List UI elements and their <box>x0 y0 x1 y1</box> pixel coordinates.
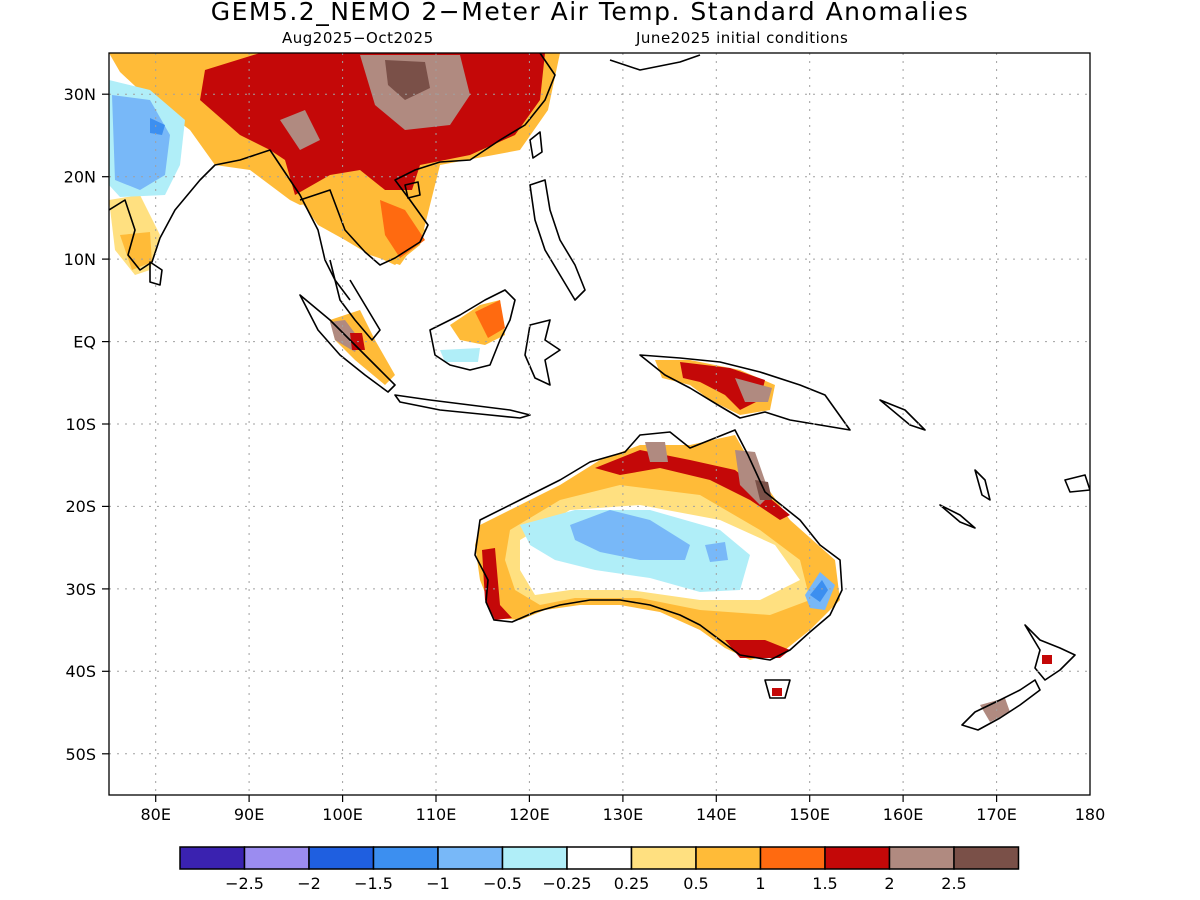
coast-nz-north <box>1024 624 1076 681</box>
colorbar-bin-10 <box>759 846 826 870</box>
lon-label-110E: 110E <box>416 805 457 824</box>
colorbar-label-12: 2.5 <box>941 874 966 893</box>
anomaly-tasmania-red <box>772 688 782 696</box>
coast-sulawesi <box>524 319 561 386</box>
valid-period: Aug2025−Oct2025 <box>282 29 434 47</box>
colorbar-bin-11 <box>824 846 891 870</box>
colorbar-label-1: −2.5 <box>225 874 264 893</box>
map-title: GEM5.2_NEMO 2−Meter Air Temp. Standard A… <box>210 0 970 26</box>
coast-indochina <box>299 53 556 266</box>
anomaly-north-australia-red <box>595 450 790 520</box>
lon-label-120E: 120E <box>509 805 550 824</box>
anomaly-india-orange <box>120 232 152 270</box>
lat-label-20N: 20N <box>64 168 96 187</box>
colorbar-bin-5 <box>437 846 504 870</box>
initial-conditions: June2025 initial conditions <box>636 29 849 47</box>
lat-label-10S: 10S <box>65 415 96 434</box>
anomaly-australia-blue <box>570 510 690 560</box>
colorbar-bin-2 <box>243 846 310 870</box>
colorbar-bin-7 <box>566 846 633 870</box>
anomaly-west-australia-red <box>482 548 512 620</box>
colorbar-bin-1 <box>179 846 246 870</box>
anomaly-indochina-red <box>380 200 425 258</box>
colorbar-labels: −2.5 −2 −1.5 −1 −0.5 −0.25 0.25 0.5 1 1.… <box>225 874 967 893</box>
anomaly-south-australia-red <box>725 640 790 658</box>
lon-label-180: 180 <box>1075 805 1106 824</box>
lon-label-150E: 150E <box>789 805 830 824</box>
anomaly-himalaya-brown <box>280 110 320 150</box>
axis-ticks <box>102 93 998 802</box>
colorbar-label-10: 1.5 <box>812 874 837 893</box>
colorbar-label-4: −1 <box>426 874 450 893</box>
colorbar-label-8: 0.5 <box>683 874 708 893</box>
coast-new-caledonia <box>939 504 976 529</box>
map-area <box>109 53 1090 731</box>
coast-fiji <box>1064 474 1090 493</box>
anomaly-borneo-red <box>475 300 505 338</box>
anomaly-arnhem-brown <box>645 442 668 462</box>
colorbar-bin-6 <box>501 846 568 870</box>
coast-tasmania <box>764 679 791 699</box>
lat-label-EQ: EQ <box>73 333 96 352</box>
colorbar-label-11: 2 <box>884 874 894 893</box>
colorbar-bin-13 <box>953 846 1020 870</box>
lat-label-50S: 50S <box>65 745 96 764</box>
lon-label-80E: 80E <box>140 805 170 824</box>
colorbar-bin-3 <box>308 846 375 870</box>
coast-australia <box>474 429 843 661</box>
anomaly-newguinea-brown <box>735 378 772 402</box>
lon-label-90E: 90E <box>234 805 264 824</box>
anomaly-nz-red <box>1042 655 1052 664</box>
colorbar-bin-8 <box>630 846 697 870</box>
coast-taiwan <box>529 131 543 159</box>
lat-label-30S: 30S <box>65 580 96 599</box>
coast-philippines <box>529 179 586 301</box>
longitude-labels: 80E 90E 100E 110E 120E 130E 140E 150E 16… <box>140 805 1105 824</box>
lon-label-140E: 140E <box>696 805 737 824</box>
lat-label-40S: 40S <box>65 662 96 681</box>
coast-java <box>394 394 531 419</box>
colorbar-label-5: −0.5 <box>483 874 522 893</box>
lat-label-30N: 30N <box>64 85 96 104</box>
colorbar-bin-12 <box>888 846 955 870</box>
coast-malay-peninsula <box>329 259 381 341</box>
coast-borneo <box>429 289 516 371</box>
colorbar-bin-4 <box>372 846 439 870</box>
lon-label-170E: 170E <box>976 805 1017 824</box>
anomaly-australia-blue-2 <box>705 542 728 562</box>
coast-vanuatu <box>974 469 991 501</box>
anomaly-borneo-lightblue <box>440 348 480 362</box>
coast-solomon <box>879 399 926 431</box>
coastlines <box>109 53 1090 731</box>
latitude-labels: 30N 20N 10N EQ 10S 20S 30S 40S 50S <box>64 85 96 764</box>
coast-japan-ryukyu <box>609 54 701 71</box>
colorbar: −2.5 −2 −1.5 −1 −0.5 −0.25 0.25 0.5 1 1.… <box>179 846 1020 893</box>
anomaly-shading <box>109 53 1052 722</box>
lat-label-10N: 10N <box>64 250 96 269</box>
colorbar-label-9: 1 <box>755 874 765 893</box>
lat-label-20S: 20S <box>65 497 96 516</box>
anomaly-india-mid-blue <box>150 118 165 135</box>
coast-nz-south <box>961 679 1041 731</box>
anomaly-east-australia-midblue <box>810 580 828 602</box>
colorbar-label-3: −1.5 <box>354 874 393 893</box>
colorbar-bin-9 <box>695 846 762 870</box>
lon-label-100E: 100E <box>322 805 363 824</box>
coast-india <box>109 149 351 301</box>
coast-sumatra <box>299 294 396 393</box>
coast-sri-lanka <box>149 261 163 286</box>
coast-new-guinea <box>639 354 851 431</box>
anomaly-tibet-dark <box>385 60 430 100</box>
graticule <box>109 53 1090 795</box>
colorbar-label-2: −2 <box>297 874 321 893</box>
coast-hainan <box>404 181 421 199</box>
lon-label-160E: 160E <box>883 805 924 824</box>
colorbar-label-7: 0.25 <box>614 874 650 893</box>
anomaly-nz-brown <box>980 698 1010 722</box>
colorbar-label-6: −0.25 <box>542 874 591 893</box>
lon-label-130E: 130E <box>603 805 644 824</box>
